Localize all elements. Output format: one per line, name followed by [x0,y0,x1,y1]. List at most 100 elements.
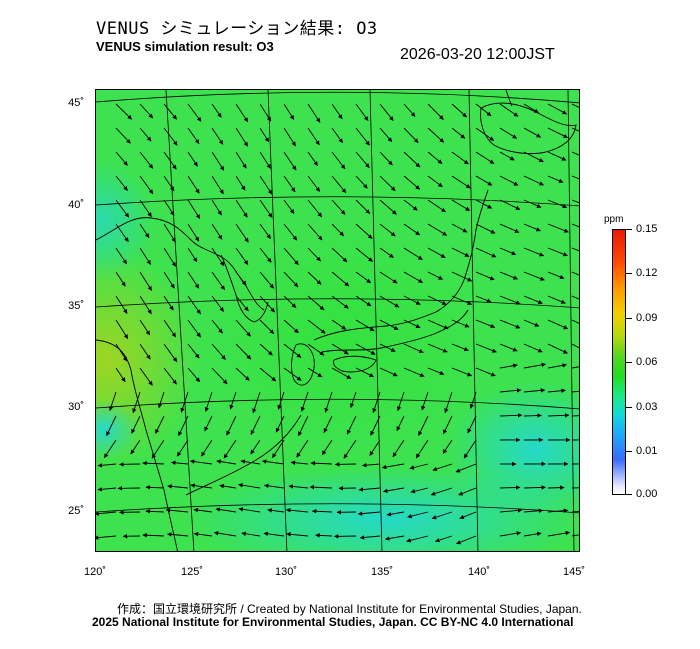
longitude-label-125: 125˚ [180,566,204,578]
wind-arrow [259,295,276,313]
coastline-hokkaido [480,102,577,155]
wind-arrow [379,247,394,258]
wind-arrow [139,367,153,386]
wind-arrow [355,199,371,214]
wind-arrow [307,175,321,192]
wind-arrow [571,199,579,204]
meridian-130 [267,90,288,551]
wind-vector-field [96,103,579,545]
wind-arrow [469,391,477,409]
wind-arrow [358,487,381,492]
wind-arrow [283,127,296,147]
wind-arrow [145,509,165,514]
wind-arrow [571,415,579,417]
ozone-field-low-southwest [96,400,139,460]
wind-arrow [355,343,376,355]
wind-arrow [226,415,237,436]
wind-arrow [392,439,405,458]
wind-arrow [451,199,471,211]
wind-arrow [288,484,309,489]
colorbar-label-0.03: 0.03 [636,401,658,413]
wind-arrow [571,271,579,276]
wind-arrow [283,247,299,266]
wind-arrow [178,415,189,437]
wind-arrow [139,103,154,119]
wind-arrow [499,175,519,186]
wind-arrow [130,439,141,455]
wind-arrow [165,507,189,513]
wind-arrow [379,295,400,308]
wind-arrow [475,223,496,234]
wind-arrow [163,319,177,338]
wind-arrow [331,367,352,380]
wind-arrow [499,199,521,210]
wind-arrow [523,199,542,208]
wind-arrow [403,247,423,260]
wind-arrow [451,367,473,377]
wind-arrow [193,531,213,537]
wind-arrow [547,413,570,418]
wind-arrow [547,530,571,537]
wind-arrow [187,343,200,359]
wind-arrow [451,127,466,139]
wind-arrow [357,511,381,516]
wind-arrow [307,271,322,285]
wind-arrow [163,103,177,120]
ozone-field-low-southeast [446,380,579,520]
parallel-35 [96,298,579,309]
forecast-timestamp: 2026-03-20 12:00JST [400,46,555,63]
wind-arrow [499,485,521,490]
wind-arrow [444,391,453,414]
wind-arrow [379,103,394,121]
longitude-label-130: 130˚ [274,566,298,578]
wind-arrow [427,103,444,120]
wind-arrow [523,103,539,114]
wind-arrow [458,487,477,496]
wind-arrow [235,127,249,147]
wind-arrow [331,223,345,237]
wind-arrow [409,463,429,470]
colorbar-label-0.09: 0.09 [636,312,658,324]
wind-arrow [283,367,302,381]
wind-arrow [267,508,285,513]
wind-arrow [547,247,568,257]
wind-arrow [223,439,237,459]
wind-arrow [359,535,381,540]
wind-arrow [108,391,117,412]
wind-arrow [499,247,517,256]
wind-arrow [211,151,225,171]
wind-arrow [523,485,547,490]
wind-arrow [547,175,564,183]
colorbar-tick [626,229,632,230]
wind-arrow [163,343,178,363]
wind-arrow [259,319,275,335]
wind-arrow [259,127,270,143]
wind-arrow [132,391,141,414]
wind-arrow [211,127,224,145]
wind-arrow [571,295,579,300]
wind-arrow [346,415,357,435]
wind-arrow [384,535,405,541]
wind-arrow [499,127,518,139]
wind-arrow [115,151,128,166]
wind-arrow [215,507,237,513]
wind-arrow [235,295,249,312]
wind-arrow [355,103,369,121]
wind-arrow [190,483,213,489]
wind-arrow [259,367,277,382]
wind-arrow [499,531,522,537]
wind-arrow [523,175,544,186]
wind-arrow [142,532,165,538]
wind-arrow [571,343,579,349]
wind-arrow [355,175,368,189]
wind-arrow [403,271,423,283]
wind-arrow [235,367,250,381]
wind-arrow [307,127,320,146]
wind-arrow [475,271,495,281]
colorbar-label-0.01: 0.01 [636,445,658,457]
wind-arrow [442,415,453,435]
wind-arrow [499,508,523,513]
wind-arrow [331,295,349,309]
wind-arrow [547,223,569,233]
wind-arrow [139,175,154,195]
